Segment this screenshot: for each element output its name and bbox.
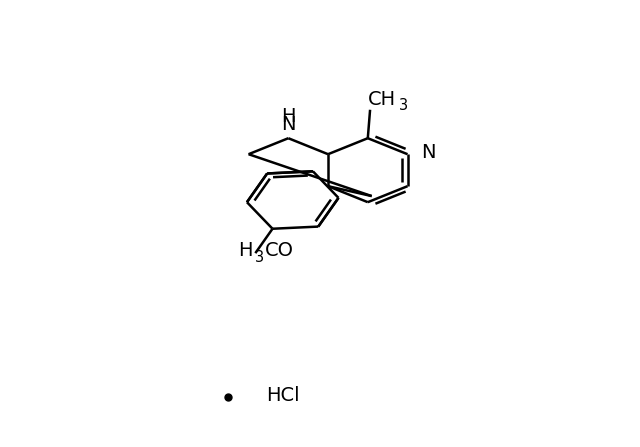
Text: N: N — [281, 115, 296, 134]
Text: H: H — [281, 107, 296, 126]
Text: 3: 3 — [255, 250, 264, 265]
Text: N: N — [422, 143, 436, 162]
Text: HCl: HCl — [266, 386, 300, 405]
Text: H: H — [237, 241, 252, 261]
Text: CH: CH — [367, 90, 396, 109]
Text: 3: 3 — [399, 98, 408, 113]
Text: CO: CO — [265, 241, 294, 261]
